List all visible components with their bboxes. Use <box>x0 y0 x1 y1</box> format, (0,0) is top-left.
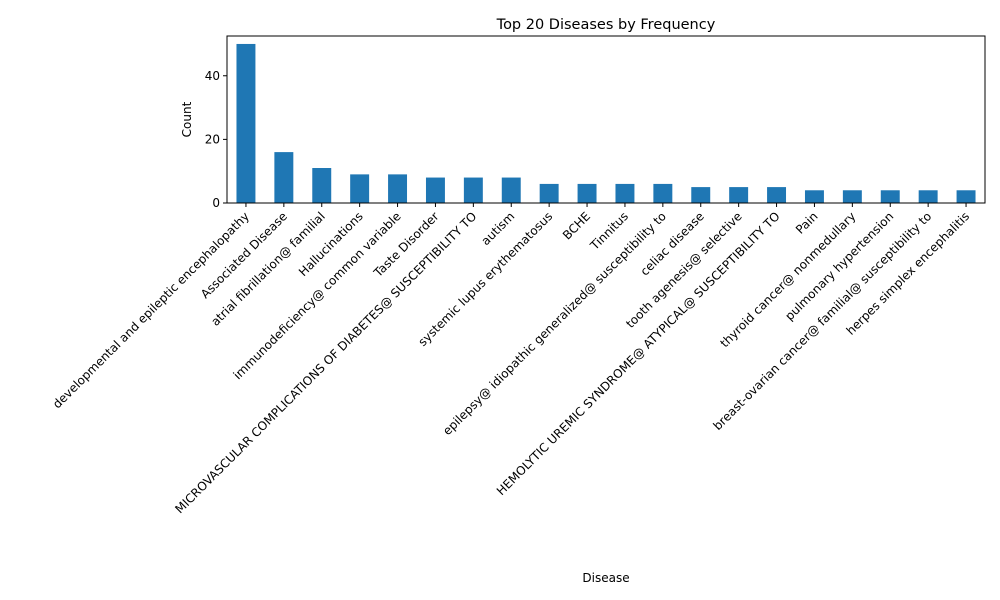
chart-title: Top 20 Diseases by Frequency <box>496 17 716 33</box>
bar <box>501 177 521 203</box>
x-tick-label: thyroid cancer@ nonmedullary <box>717 209 858 350</box>
bar <box>312 168 332 203</box>
x-axis: developmental and epileptic encephalopat… <box>50 203 972 516</box>
bar <box>274 152 294 203</box>
bar <box>350 174 370 203</box>
bar <box>691 187 711 203</box>
x-tick-label: BCHE <box>560 209 593 242</box>
y-tick-label: 0 <box>212 196 220 210</box>
bar <box>577 183 597 203</box>
x-tick-label: HEMOLYTIC UREMIC SYNDROME@ ATYPICAL@ SUS… <box>494 209 783 498</box>
bar <box>425 177 445 203</box>
bar <box>804 190 824 203</box>
x-axis-label: Disease <box>582 571 629 585</box>
bar <box>842 190 862 203</box>
y-axis: 0 20 40 <box>205 69 227 210</box>
bar <box>729 187 749 203</box>
bars-group <box>236 43 976 204</box>
y-tick-label: 20 <box>205 132 220 146</box>
bar <box>539 183 559 203</box>
bar <box>388 174 408 203</box>
plot-frame <box>226 35 986 204</box>
y-tick-label: 40 <box>205 69 220 83</box>
bar <box>615 183 635 203</box>
bar <box>767 187 787 203</box>
x-tick-label: Pain <box>793 209 821 237</box>
bar <box>236 43 256 204</box>
y-axis-label: Count <box>180 101 194 137</box>
x-tick-label: Taste Disorder <box>370 209 441 280</box>
bar <box>463 177 483 203</box>
bar <box>918 190 938 203</box>
bar <box>653 183 673 203</box>
bar <box>880 190 900 203</box>
bar <box>956 190 976 203</box>
